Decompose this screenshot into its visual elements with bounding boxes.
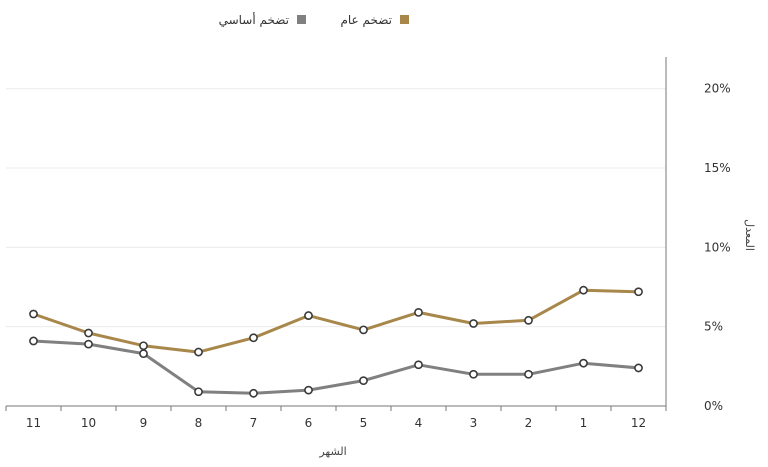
x-tick-label: 3 — [470, 416, 478, 430]
data-point — [359, 376, 368, 386]
data-point — [249, 333, 258, 343]
data-point — [194, 347, 203, 357]
data-point — [249, 388, 258, 398]
x-tick-label: 8 — [195, 416, 203, 430]
legend-swatch — [297, 15, 306, 24]
x-tick-label: 1 — [580, 416, 588, 430]
axes: 0% 5% 10% 15% 20% 11 10 9 8 7 6 5 4 3 2 1 12 — [5, 57, 731, 430]
data-point — [194, 387, 203, 397]
data-point — [524, 369, 533, 379]
x-tick-label: 5 — [360, 416, 368, 430]
x-tick-label: 7 — [250, 416, 258, 430]
data-point — [524, 315, 533, 325]
data-point — [139, 341, 148, 351]
data-point — [469, 369, 478, 379]
gridlines — [6, 88, 666, 328]
x-tick-label: 4 — [415, 416, 423, 430]
y-tick-label: 20% — [704, 82, 731, 96]
data-point — [414, 308, 423, 317]
data-point — [139, 349, 148, 359]
y-tick-label: 15% — [704, 161, 731, 175]
x-tick-label: 10 — [81, 416, 96, 430]
y-tick-label: 10% — [704, 240, 731, 254]
series-lines — [29, 285, 643, 398]
x-tick-label: 9 — [140, 416, 148, 430]
data-point — [304, 385, 313, 395]
x-axis-title: الشهر — [318, 445, 346, 458]
y-tick-label: 0% — [704, 399, 723, 413]
x-tick-label: 6 — [305, 416, 313, 430]
legend: تضخم عام تضخم أساسي — [219, 12, 409, 27]
legend-label: تضخم عام — [340, 13, 392, 27]
data-point — [414, 360, 423, 370]
data-point — [84, 339, 93, 349]
data-point — [579, 358, 588, 368]
data-point — [29, 309, 38, 319]
series-line — [33, 288, 639, 354]
legend-swatch — [400, 15, 409, 24]
data-point — [359, 325, 368, 335]
data-point — [304, 311, 313, 320]
x-tick-label: 12 — [631, 416, 646, 430]
data-point — [579, 285, 588, 295]
data-point — [634, 287, 643, 297]
y-axis-title: المعدل — [743, 219, 756, 251]
x-tick-label: 11 — [26, 416, 41, 430]
y-tick-label: 5% — [704, 320, 723, 334]
series-line — [33, 339, 639, 395]
data-point — [469, 319, 478, 328]
x-tick-label: 2 — [525, 416, 533, 430]
data-point — [84, 328, 93, 338]
legend-label: تضخم أساسي — [219, 12, 289, 27]
data-point — [29, 336, 38, 346]
data-point — [634, 363, 643, 373]
